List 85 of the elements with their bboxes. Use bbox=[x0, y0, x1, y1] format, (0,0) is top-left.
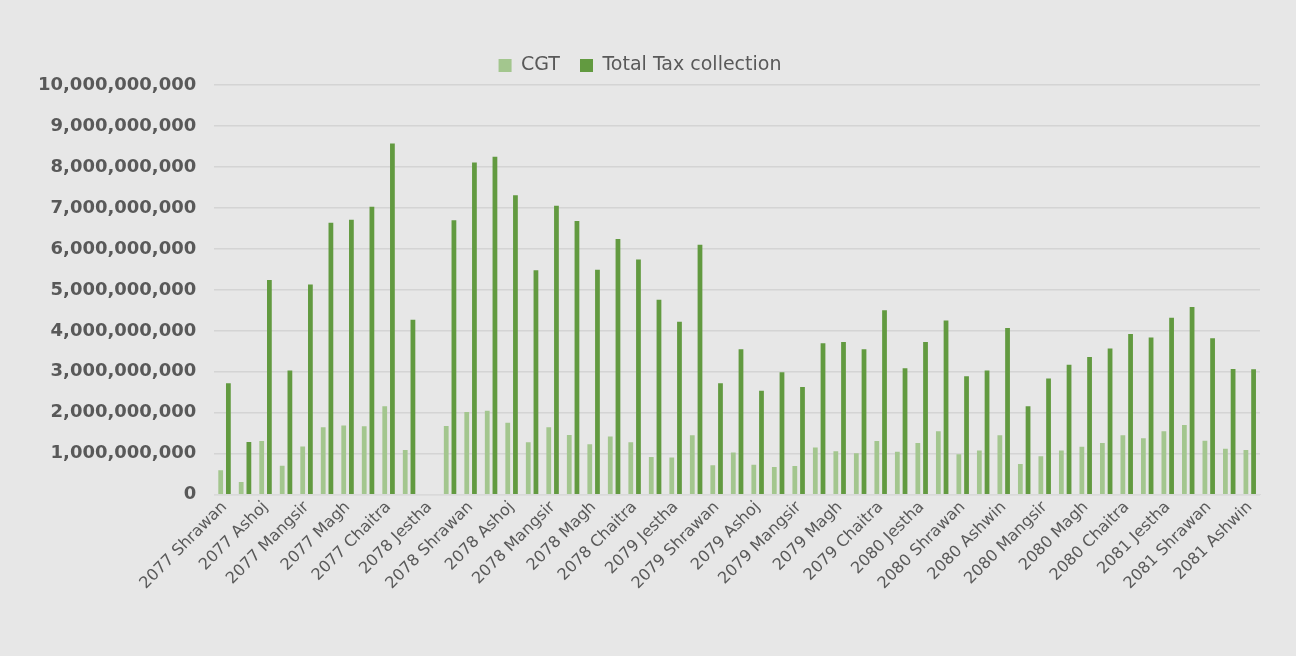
bar bbox=[595, 269, 600, 494]
bar bbox=[1017, 464, 1023, 494]
bar bbox=[841, 341, 846, 494]
bar bbox=[894, 451, 900, 494]
bar bbox=[341, 425, 347, 494]
bar bbox=[349, 219, 354, 494]
bar bbox=[382, 406, 388, 494]
y-tick-label: 9,000,000,000 bbox=[50, 113, 197, 135]
bar bbox=[718, 383, 723, 494]
bar bbox=[607, 436, 613, 494]
bar bbox=[956, 454, 962, 494]
bar bbox=[1210, 338, 1215, 494]
bar bbox=[1038, 456, 1044, 494]
y-tick-label: 1,000,000,000 bbox=[50, 441, 197, 463]
bar bbox=[587, 444, 593, 494]
bar bbox=[1141, 438, 1146, 494]
y-tick-label: 8,000,000,000 bbox=[50, 154, 197, 176]
bar bbox=[279, 465, 285, 494]
bar bbox=[402, 450, 408, 494]
bar bbox=[443, 425, 449, 494]
bar bbox=[484, 410, 490, 494]
bar bbox=[1169, 317, 1174, 494]
bar bbox=[628, 442, 634, 494]
bar bbox=[759, 390, 764, 494]
bar bbox=[1099, 443, 1105, 494]
bar bbox=[320, 427, 326, 494]
y-tick-label: 5,000,000,000 bbox=[50, 277, 197, 299]
y-tick-label: 7,000,000,000 bbox=[50, 195, 197, 217]
bar bbox=[238, 482, 244, 494]
bar bbox=[812, 447, 818, 494]
bar bbox=[923, 341, 928, 494]
bar bbox=[464, 411, 470, 494]
bar bbox=[390, 143, 395, 494]
y-tick-label: 4,000,000,000 bbox=[50, 318, 197, 340]
bar bbox=[566, 434, 572, 494]
bar bbox=[1058, 450, 1064, 494]
bar bbox=[546, 427, 552, 494]
bar bbox=[513, 195, 518, 494]
bar bbox=[771, 466, 777, 494]
y-tick-label: 0 bbox=[183, 482, 197, 504]
y-tick-label: 6,000,000,000 bbox=[50, 236, 197, 258]
bar bbox=[525, 442, 531, 494]
y-tick-label: 2,000,000,000 bbox=[50, 400, 197, 422]
bar bbox=[677, 321, 682, 494]
bar bbox=[259, 441, 265, 494]
bar bbox=[554, 205, 559, 494]
bar bbox=[1046, 378, 1051, 494]
bar bbox=[1005, 327, 1010, 494]
bar bbox=[218, 470, 224, 494]
y-tick-label: 3,000,000,000 bbox=[50, 359, 197, 381]
bar bbox=[636, 259, 641, 494]
bar bbox=[997, 435, 1003, 494]
bar bbox=[505, 422, 511, 494]
bar bbox=[964, 376, 969, 494]
bar bbox=[689, 435, 695, 494]
bar bbox=[853, 453, 859, 494]
bar bbox=[648, 457, 654, 494]
bar bbox=[874, 441, 880, 494]
y-tick-label: 10,000,000,000 bbox=[37, 72, 197, 94]
bar bbox=[1128, 334, 1133, 494]
bar bbox=[800, 386, 805, 494]
legend-label: Total Tax collection bbox=[601, 52, 782, 75]
bar bbox=[267, 280, 272, 494]
bar bbox=[361, 426, 367, 494]
bar bbox=[1079, 446, 1085, 494]
bar bbox=[833, 451, 839, 494]
bar bbox=[300, 446, 306, 494]
bar bbox=[226, 383, 231, 494]
bar bbox=[710, 465, 716, 494]
bar bbox=[915, 443, 921, 494]
bar bbox=[882, 310, 887, 494]
bar bbox=[976, 450, 982, 494]
bar bbox=[1182, 425, 1187, 494]
bar bbox=[308, 284, 313, 494]
bar bbox=[1223, 448, 1228, 494]
bar bbox=[935, 431, 941, 494]
bar bbox=[730, 452, 736, 494]
legend-label: CGT bbox=[521, 52, 561, 75]
bar bbox=[792, 466, 798, 494]
bar bbox=[472, 162, 477, 494]
bar bbox=[1120, 435, 1126, 494]
bar bbox=[1251, 369, 1256, 494]
bar bbox=[669, 457, 675, 494]
bar bbox=[751, 464, 757, 494]
bar bbox=[1087, 357, 1092, 494]
